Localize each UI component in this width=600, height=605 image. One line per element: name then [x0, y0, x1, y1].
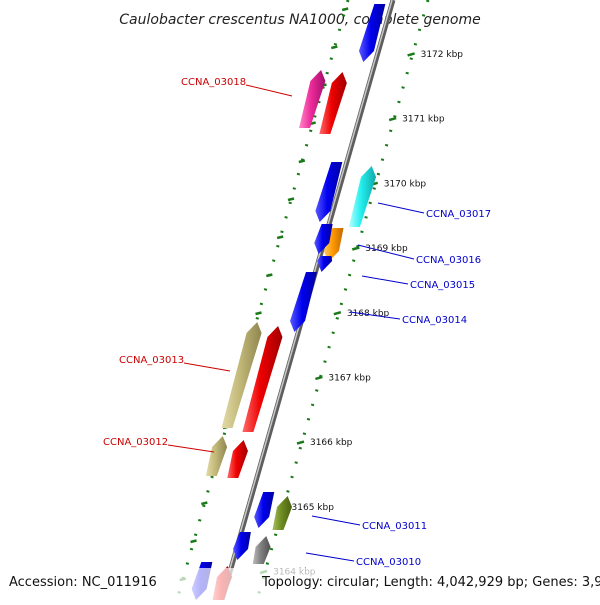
gene-arrow[interactable]	[323, 228, 344, 262]
gene-arrow[interactable]	[221, 322, 262, 428]
gene-arrow[interactable]	[319, 72, 347, 134]
gene-label-ccna-03018[interactable]: CCNA_03018	[181, 77, 246, 88]
ruler-tick-label: 3171 kbp	[402, 115, 445, 125]
gene-label-ccna-03013[interactable]: CCNA_03013	[119, 355, 184, 366]
leader-line	[305, 552, 355, 562]
ruler-minor-tick	[276, 235, 284, 240]
ruler-tick	[388, 116, 397, 122]
label-leader-lines	[167, 84, 425, 562]
gene-arrow[interactable]	[358, 4, 386, 62]
gene-arrow[interactable]	[254, 492, 275, 528]
topology-text: Topology: circular; Length: 4,042,929 bp…	[261, 575, 600, 590]
ruler-minor-tick	[341, 7, 349, 12]
ruler-tick	[351, 246, 360, 251]
gene-arrow[interactable]	[252, 536, 271, 564]
accession-text: Accession: NC_011916	[9, 575, 157, 590]
ruler-tick-label: 3172 kbp	[421, 50, 464, 60]
gene-label-ccna-03015[interactable]: CCNA_03015	[410, 280, 475, 291]
gene-arrow[interactable]	[315, 162, 343, 222]
ruler-minor-tick	[331, 45, 338, 50]
gene-arrow[interactable]	[272, 496, 293, 530]
ruler-tick	[315, 375, 323, 381]
leader-line	[357, 244, 415, 260]
ruler-tick-label: 3169 kbp	[365, 244, 408, 254]
gene-arrow[interactable]	[205, 436, 228, 476]
ruler-minor-tick	[266, 273, 273, 278]
ruler-tick	[333, 310, 342, 316]
gene-arrow[interactable]	[242, 326, 283, 432]
leader-line	[183, 362, 231, 372]
gene-arrow[interactable]	[314, 224, 333, 254]
leader-line	[377, 202, 425, 214]
gene-features	[191, 4, 386, 600]
leader-line	[349, 311, 401, 320]
ruler-tick	[407, 52, 415, 57]
gene-label-ccna-03011[interactable]: CCNA_03011	[362, 521, 427, 532]
gene-label-ccna-03010[interactable]: CCNA_03010	[356, 557, 421, 568]
gene-arrow[interactable]	[348, 166, 377, 227]
footer-backdrop	[0, 568, 600, 600]
gene-arrow[interactable]	[233, 532, 251, 560]
ruler-minor-tick	[201, 501, 208, 506]
gene-arrow[interactable]	[290, 272, 317, 332]
ruler-tick-label: 3166 kbp	[310, 438, 353, 448]
gene-arrow[interactable]	[317, 256, 333, 272]
gene-arrow[interactable]	[227, 440, 248, 478]
ruler-minor-tick	[287, 197, 295, 202]
ruler-minor-tick	[190, 539, 197, 544]
leader-line	[245, 84, 293, 97]
gene-arrow[interactable]	[299, 70, 326, 128]
leader-line	[167, 444, 215, 453]
leader-line	[311, 515, 361, 526]
ruler-tick-label: 3167 kbp	[328, 374, 371, 384]
ruler-tick-label: 3170 kbp	[384, 179, 427, 189]
ruler-ticks: 3172 kbp 3171 kbp 3170 kbp 3169 kbp 3168 kbp…	[179, 7, 464, 582]
leader-line	[361, 275, 409, 285]
gene-label-ccna-03012[interactable]: CCNA_03012	[103, 437, 168, 448]
gene-label-ccna-03017[interactable]: CCNA_03017	[426, 209, 491, 220]
ruler-tick-label: 3168 kbp	[347, 309, 390, 319]
ruler-minor-tick	[298, 159, 306, 164]
ruler-minor-tick	[255, 311, 262, 316]
gene-label-ccna-03014[interactable]: CCNA_03014	[402, 315, 467, 326]
gene-label-ccna-03016[interactable]: CCNA_03016	[416, 255, 481, 266]
ruler-tick-label: 3165 kbp	[292, 503, 335, 513]
ruler-tick	[296, 440, 305, 445]
map-title: Caulobacter crescentus NA1000, complete …	[119, 12, 480, 28]
